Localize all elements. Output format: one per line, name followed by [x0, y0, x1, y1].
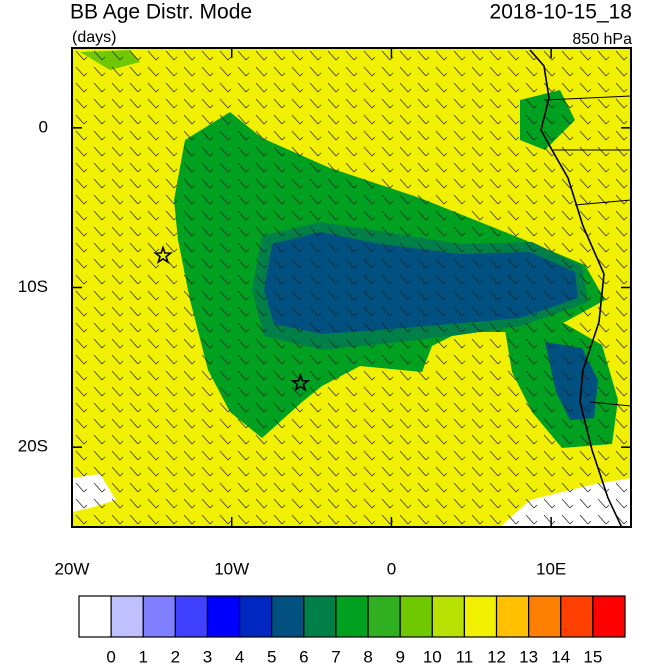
colorbar-box — [271, 595, 305, 638]
colorbar-box — [238, 595, 273, 638]
colorbar-box — [335, 595, 369, 638]
colorbar-label: 9 — [395, 647, 404, 666]
colorbar-box — [528, 595, 562, 638]
colorbar-label: 15 — [583, 647, 602, 666]
y-tick-label: 0 — [39, 117, 48, 136]
colorbar-box — [303, 595, 337, 638]
star-marker — [153, 245, 173, 264]
colorbar-box — [78, 595, 112, 638]
wind-barbs — [72, 48, 631, 527]
colorbar-box — [495, 595, 530, 638]
colorbar-label: 14 — [551, 647, 570, 666]
x-tick-label: 10E — [536, 559, 566, 578]
colorbar-label: 12 — [487, 647, 506, 666]
y-tick-label: 10S — [18, 277, 48, 296]
colorbar-label: 1 — [139, 647, 148, 666]
coastline — [529, 49, 623, 527]
border — [544, 95, 631, 407]
colorbar-label: 6 — [299, 647, 308, 666]
colorbar-box — [560, 595, 594, 638]
colorbar-label: 0 — [106, 647, 115, 666]
colorbar-label: 4 — [235, 647, 244, 666]
colorbar-box — [110, 595, 144, 638]
chart-title: BB Age Distr. Mode — [70, 1, 252, 24]
colorbar-label: 10 — [423, 647, 442, 666]
colorbar-box — [206, 595, 241, 638]
colorbar-label: 13 — [519, 647, 538, 666]
colorbar-label: 3 — [203, 647, 212, 666]
x-tick-label: 0 — [387, 559, 396, 578]
y-tick-label: 20S — [18, 437, 48, 456]
colorbar-box — [592, 595, 626, 638]
colorbar-box — [142, 595, 176, 638]
colorbar-label: 11 — [456, 647, 474, 666]
level-label: 850 hPa — [572, 31, 632, 48]
colorbar-box — [463, 595, 498, 638]
colorbar-label: 5 — [267, 647, 276, 666]
colorbar-label: 7 — [331, 647, 340, 666]
colorbar-box — [431, 595, 466, 638]
colorbar-label: 2 — [171, 647, 180, 666]
x-tick-label: 20W — [55, 559, 90, 578]
star-marker — [290, 372, 311, 392]
time-label: 2018-10-15_18 — [490, 1, 632, 24]
x-tick-label: 10W — [214, 559, 249, 578]
colorbar-box — [174, 595, 209, 638]
colorbar-label: 8 — [363, 647, 372, 666]
chart-subtitle: (days) — [72, 29, 116, 46]
colorbar-box — [367, 595, 401, 638]
map-field — [72, 48, 631, 527]
colorbar-box — [399, 595, 433, 638]
